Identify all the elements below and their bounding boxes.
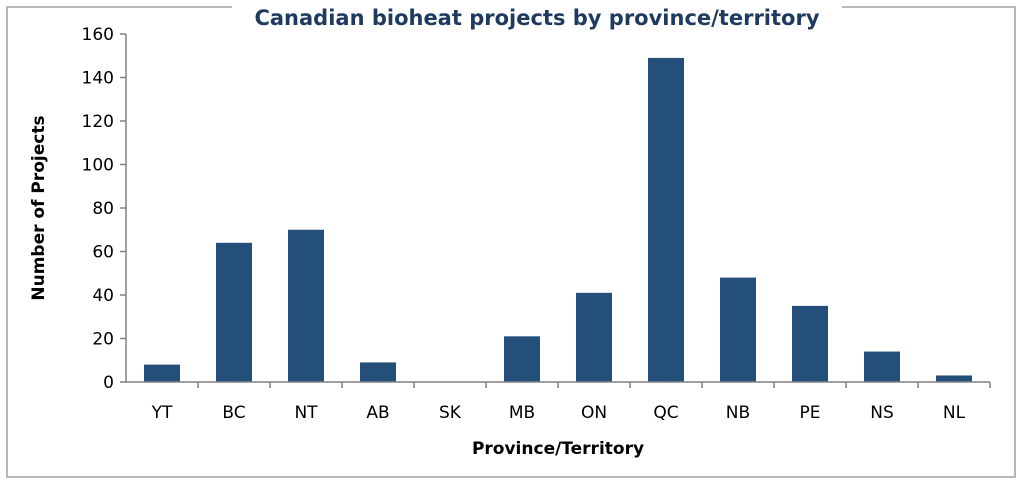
x-tick-label-pe: PE [800,403,821,423]
bar-pe [792,305,828,382]
x-tick-label-nb: NB [726,403,750,423]
y-tick-label: 60 [92,243,114,263]
bar-on [576,292,612,382]
x-axis-ticks: YT BC NT AB SK MB ON QC NB PE NS NL [151,382,991,423]
x-tick-label-yt: YT [151,403,173,423]
y-axis-title: Number of Projects [29,115,49,300]
x-tick-label-nl: NL [943,403,966,423]
bar-ab [360,362,396,382]
bar-nt [288,229,324,382]
bar-bc [216,242,252,382]
x-axis-title: Province/Territory [472,439,644,459]
x-tick-label-nt: NT [294,403,318,423]
bar-series [144,57,972,383]
bar-ns [864,351,900,382]
bar-nb [720,277,756,382]
x-tick-label-mb: MB [509,403,535,423]
y-tick-label: 160 [82,25,114,45]
y-axis-ticks: 0 20 40 60 80 100 120 140 160 [82,25,126,393]
x-tick-label-on: ON [581,403,607,423]
x-tick-label-bc: BC [222,403,245,423]
bar-qc [648,57,684,383]
y-tick-label: 0 [103,373,114,393]
x-tick-label-ns: NS [870,403,894,423]
bar-yt [144,364,180,382]
y-tick-label: 100 [82,156,114,176]
x-tick-label-ab: AB [366,403,389,423]
y-tick-label: 40 [92,286,114,306]
x-tick-label-sk: SK [439,403,462,423]
y-tick-label: 80 [92,199,114,219]
y-tick-label: 140 [82,69,114,89]
bar-mb [504,336,540,382]
x-tick-label-qc: QC [653,403,678,423]
chart-title: Canadian bioheat projects by province/te… [232,0,842,36]
bar-nl [936,375,972,382]
y-tick-label: 120 [82,112,114,132]
y-tick-label: 20 [92,330,114,350]
